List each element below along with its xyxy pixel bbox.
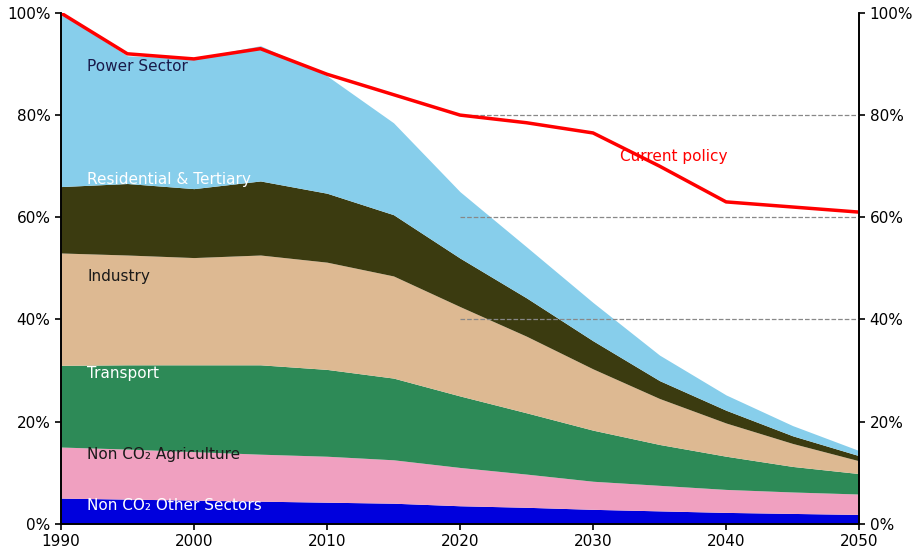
Text: Residential & Tertiary: Residential & Tertiary bbox=[87, 172, 251, 187]
Text: Power Sector: Power Sector bbox=[87, 59, 188, 75]
Text: Non CO₂ Other Sectors: Non CO₂ Other Sectors bbox=[87, 498, 262, 513]
Text: Current policy: Current policy bbox=[619, 149, 726, 164]
Text: Transport: Transport bbox=[87, 366, 159, 381]
Text: Non CO₂ Agriculture: Non CO₂ Agriculture bbox=[87, 448, 241, 463]
Text: Industry: Industry bbox=[87, 269, 150, 284]
